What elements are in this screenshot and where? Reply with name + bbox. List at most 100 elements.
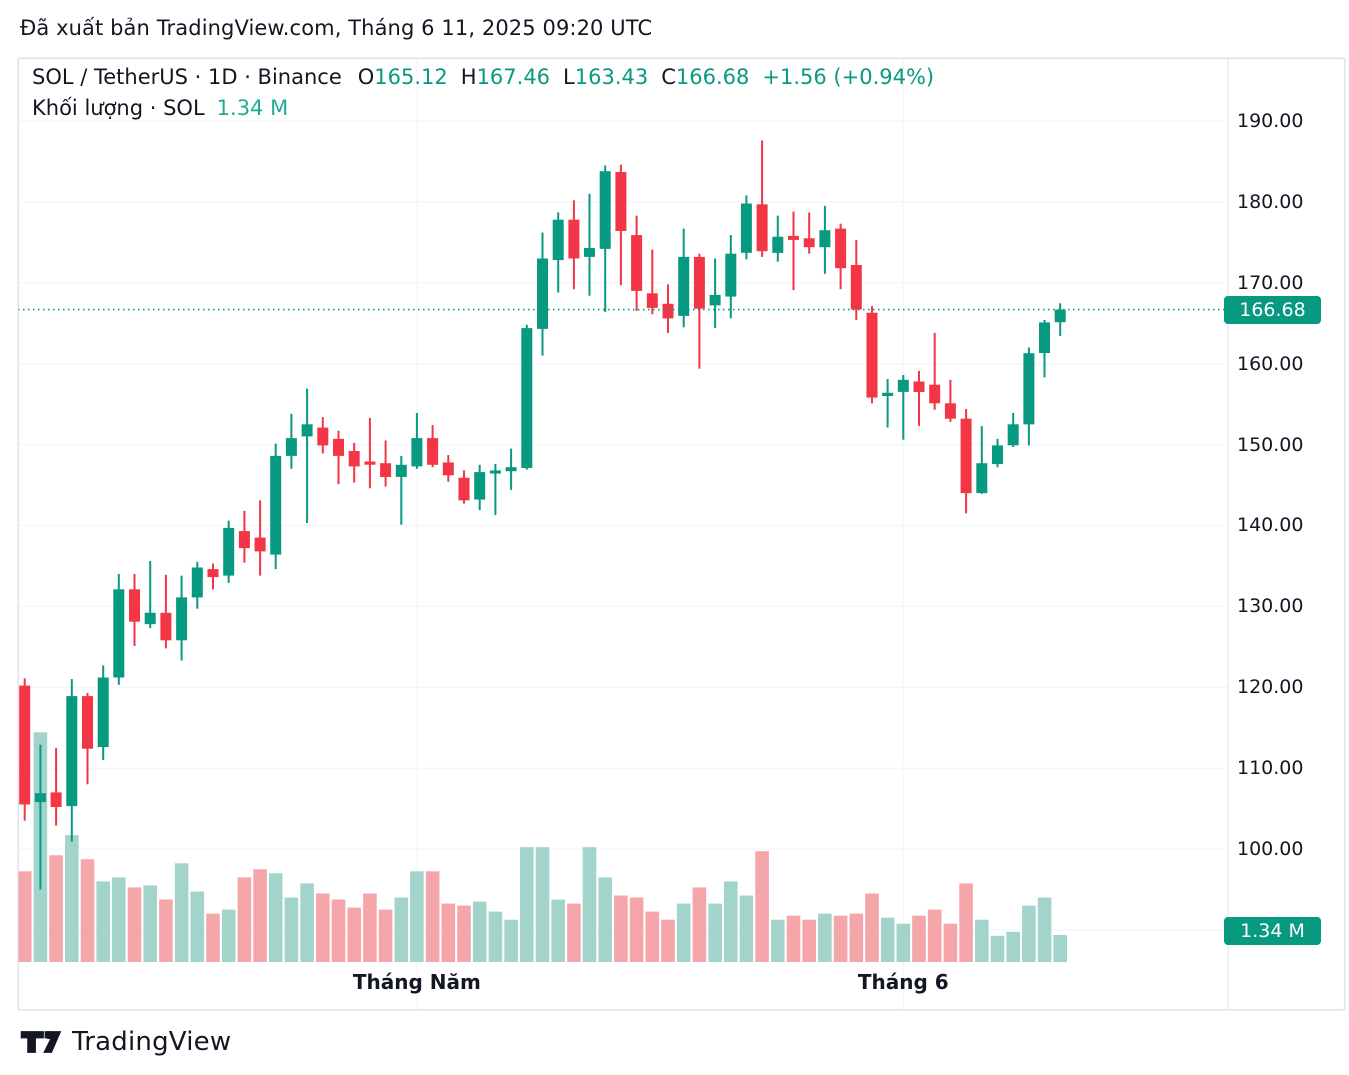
price-axis-label: 170.00 <box>1237 271 1304 294</box>
candle-body <box>144 612 156 625</box>
candle-body <box>521 328 533 468</box>
candle-body <box>897 379 909 392</box>
candle-wick <box>39 744 42 890</box>
candle-body <box>176 597 188 641</box>
candle-wick <box>761 140 764 257</box>
volume-bar <box>127 887 142 962</box>
volume-bar <box>959 883 973 962</box>
candle-body <box>552 219 564 261</box>
volume-bar <box>96 881 110 962</box>
volume-bar <box>49 855 63 962</box>
volume-bar <box>990 935 1005 962</box>
candle-body <box>599 171 611 249</box>
candle-body <box>270 455 282 555</box>
candle-wick <box>651 249 654 315</box>
volume-bar <box>378 909 393 962</box>
volume-bar <box>1037 897 1052 962</box>
volume-bar <box>676 903 691 962</box>
volume-bar <box>347 907 361 962</box>
volume-bar <box>629 897 644 962</box>
volume-bar <box>457 905 471 962</box>
volume-bar <box>394 897 409 962</box>
candle-wick <box>55 747 58 826</box>
candle-body <box>458 477 470 501</box>
volume-bar <box>849 913 864 962</box>
candle-body <box>207 569 219 578</box>
candle-body <box>97 677 109 748</box>
candle-wick <box>337 430 340 485</box>
volume-bar <box>237 877 252 962</box>
open-label: O <box>357 65 375 89</box>
legend-row-volume: Khối lượng · SOL 1.34 M <box>32 96 288 120</box>
candle-wick <box>980 426 983 494</box>
brand-text: TradingView <box>72 1027 232 1057</box>
candle-body <box>631 235 643 291</box>
price-axis-label: 140.00 <box>1237 514 1304 537</box>
candle-body <box>850 265 862 310</box>
candle-body <box>1007 424 1019 446</box>
tradingview-brand[interactable]: TradingView <box>20 1027 231 1057</box>
volume-bar <box>661 919 675 962</box>
volume-bar <box>943 923 958 962</box>
candle-wick <box>902 375 905 440</box>
candle-wick <box>494 464 497 515</box>
candle-body <box>537 258 548 329</box>
volume-bar <box>221 909 236 962</box>
volume-bar <box>190 891 205 962</box>
volume-bar <box>645 911 660 962</box>
tradingview-logo-icon <box>20 1031 62 1053</box>
candle-body <box>427 438 439 465</box>
candle-body <box>505 467 517 472</box>
volume-bar <box>472 901 487 962</box>
volume-bar <box>1006 931 1020 962</box>
candle-body <box>1054 309 1066 323</box>
month-label-may: Tháng Năm <box>352 970 481 994</box>
volume-bar <box>268 873 283 962</box>
candle-body <box>725 253 737 297</box>
candle-body <box>442 462 454 476</box>
volume-bar <box>582 847 597 962</box>
candle-body <box>740 203 752 253</box>
candle-body <box>709 294 721 306</box>
volume-bar <box>17 871 32 962</box>
candle-body <box>50 792 62 807</box>
candle-body <box>191 567 203 598</box>
month-label-june: Tháng 6 <box>857 970 949 994</box>
candle-body <box>285 438 297 456</box>
candle-body <box>1023 353 1035 425</box>
close-value: 166.68 <box>675 65 750 89</box>
candle-body <box>756 204 768 252</box>
price-axis-label: 160.00 <box>1237 352 1304 375</box>
candle-body <box>223 527 235 576</box>
volume-bar <box>410 871 424 962</box>
price-axis-label: 130.00 <box>1237 595 1304 618</box>
candle-body <box>819 230 831 248</box>
candle-body <box>348 451 360 467</box>
volume-bar <box>567 903 581 962</box>
last-price-badge: 166.68 <box>1224 295 1321 324</box>
candle-body <box>866 312 878 398</box>
candle-body <box>615 172 627 231</box>
volume-bar <box>441 903 456 962</box>
candle-wick <box>149 561 152 629</box>
volume-bar <box>65 835 79 962</box>
candle-body <box>333 438 344 456</box>
candle-body <box>82 696 93 749</box>
candle-body <box>364 461 376 465</box>
candle-wick <box>886 379 889 428</box>
candle-body <box>254 537 266 552</box>
high-label: H <box>460 65 477 89</box>
candle-body <box>489 470 501 474</box>
low-label: L <box>563 65 575 89</box>
open-value: 165.12 <box>374 65 448 89</box>
price-axis-label: 110.00 <box>1237 757 1304 780</box>
volume-bar <box>927 909 942 962</box>
volume-value: 1.34 M <box>216 96 289 120</box>
price-axis[interactable]: 190.00 180.00 170.00 160.00 150.00 140.00 130.… <box>1237 58 1345 1010</box>
price-axis-label: 150.00 <box>1237 433 1304 456</box>
volume-bar <box>614 895 628 962</box>
candle-body <box>66 696 78 807</box>
candle-body <box>992 445 1003 464</box>
high-value: 167.46 <box>476 65 551 89</box>
